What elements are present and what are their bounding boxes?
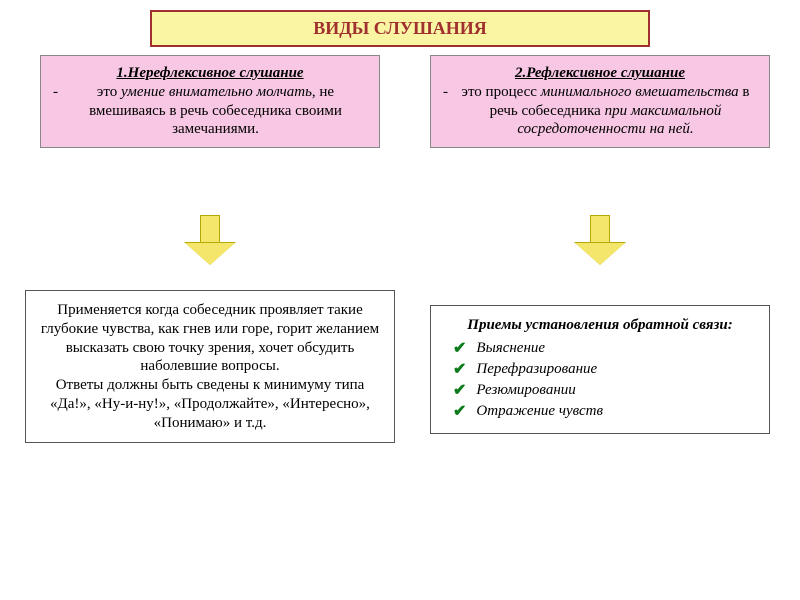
list-item: ✔ Резюмировании xyxy=(453,381,755,401)
list-item-label: Отражение чувств xyxy=(476,402,603,421)
list-item-label: Выяснение xyxy=(476,339,545,358)
arrow-down-icon xyxy=(185,215,235,270)
arrow-down-icon xyxy=(575,215,625,270)
feedback-methods-title: Приемы установления обратной связи: xyxy=(445,316,755,335)
nonreflexive-info: Применяется когда собеседник проявляет т… xyxy=(25,290,395,443)
check-icon: ✔ xyxy=(453,360,466,380)
check-icon: ✔ xyxy=(453,339,466,359)
nonreflexive-info-text: Применяется когда собеседник проявляет т… xyxy=(41,302,379,431)
nonreflexive-text: - это умение внимательно молчать, не вме… xyxy=(53,83,367,139)
check-icon: ✔ xyxy=(453,381,466,401)
feedback-methods-list: ✔ Выяснение ✔ Перефразирование ✔ Резюмировани… xyxy=(445,339,755,422)
list-item: ✔ Отражение чувств xyxy=(453,402,755,422)
reflexive-heading: 2.Рефлексивное слушание xyxy=(443,64,757,83)
check-icon: ✔ xyxy=(453,402,466,422)
nonreflexive-box: 1.Нерефлексивное слушание - это умение в… xyxy=(40,55,380,148)
list-item-label: Перефразирование xyxy=(476,360,597,379)
list-item-label: Резюмировании xyxy=(476,381,575,400)
slide-title: ВИДЫ СЛУШАНИЯ xyxy=(150,10,650,47)
list-item: ✔ Выяснение xyxy=(453,339,755,359)
reflexive-info: Приемы установления обратной связи: ✔ Выя… xyxy=(430,305,770,434)
list-item: ✔ Перефразирование xyxy=(453,360,755,380)
reflexive-text: - это процесс минимального вмешательства… xyxy=(443,83,757,139)
reflexive-box: 2.Рефлексивное слушание - это процесс ми… xyxy=(430,55,770,148)
nonreflexive-heading: 1.Нерефлексивное слушание xyxy=(53,64,367,83)
